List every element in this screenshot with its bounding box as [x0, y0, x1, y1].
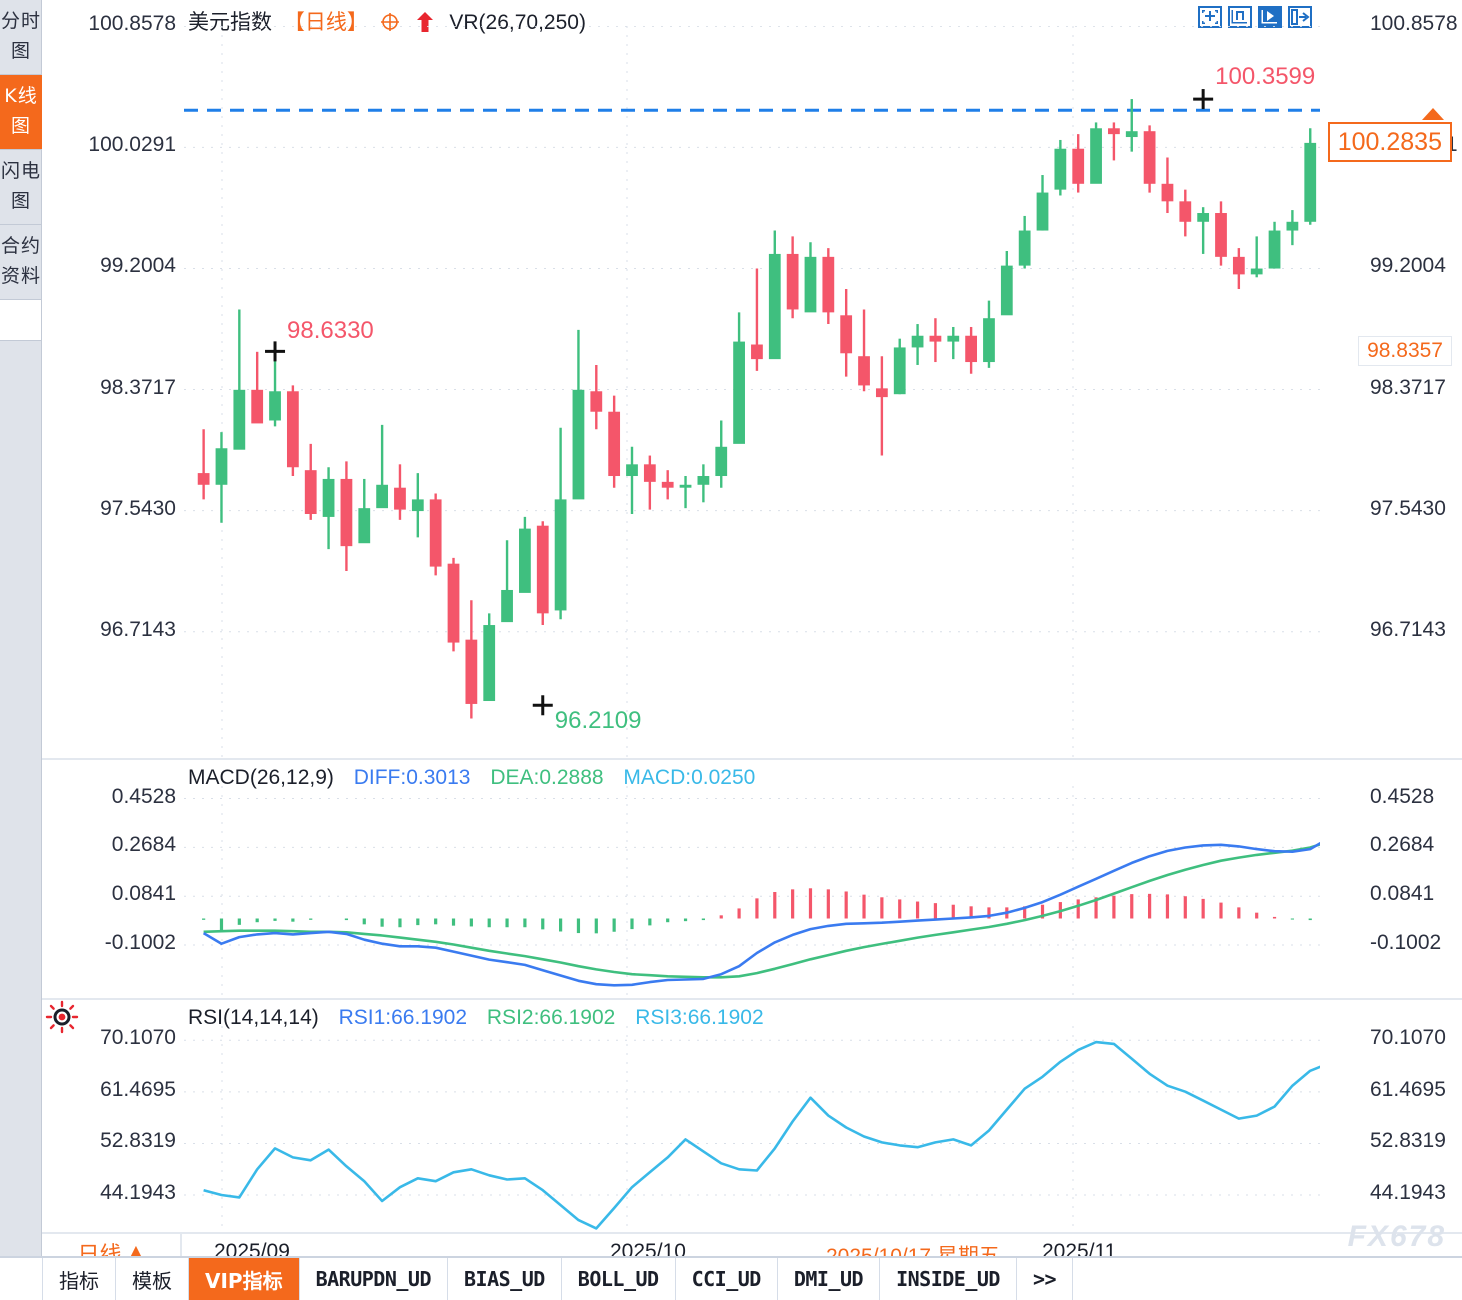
price-panel[interactable]	[42, 26, 1462, 758]
rsiAxisR-tick: 70.1070	[1370, 1026, 1446, 1050]
toolbar-lead-spacer	[0, 1258, 43, 1300]
rsi3-legend: RSI3:66.1902	[635, 1006, 764, 1029]
rail-blank-area	[0, 300, 41, 341]
up-arrow-icon[interactable]	[416, 11, 434, 33]
toolbar-item-label: INSIDE_UD	[896, 1267, 1000, 1291]
chart-area: 美元指数 【日线】 VR(26,70,250)	[42, 0, 1462, 1258]
macd-plot[interactable]	[184, 786, 1320, 998]
page-title: 美元指数	[188, 11, 272, 34]
toolbar-item-inside_ud[interactable]: INSIDE_UD	[880, 1258, 1017, 1300]
rsiAxisR-tick: 52.8319	[1370, 1129, 1446, 1153]
macdAxisR-tick: 0.4528	[1370, 784, 1435, 808]
sidebar-item-contract-info[interactable]: 合约资料	[0, 225, 42, 300]
rsi-title: RSI(14,14,14)	[188, 1006, 319, 1029]
toolbar-item-label: BOLL_UD	[577, 1267, 659, 1291]
toolbar-item-label: DMI_UD	[793, 1267, 864, 1291]
toolbar-item-label: 指标	[59, 1268, 99, 1293]
chart-tools	[1198, 6, 1312, 28]
toolbar-item-bias_ud[interactable]: BIAS_UD	[448, 1258, 562, 1300]
rsiAxisL-tick: 44.1943	[100, 1181, 176, 1204]
toolbar-item-label: CCI_UD	[691, 1267, 762, 1291]
draw-tool-icon[interactable]	[1258, 6, 1282, 28]
price-tag-arrow-icon	[1422, 108, 1444, 120]
priceAxisL-tick: 99.2004	[100, 254, 176, 278]
indicator-toolbar: 指标 模板 VIP指标 BARUPDN_UD BIAS_UD BOLL_UD CCI_UD D…	[0, 1256, 1462, 1300]
priceAxisR-tick: 98.3717	[1370, 375, 1446, 399]
macdAxisR-tick: 0.0841	[1370, 882, 1435, 906]
rsiAxisR-tick: 44.1943	[1370, 1181, 1446, 1204]
annotation-local-high: 98.6330	[287, 317, 374, 345]
sidebar-item-kline[interactable]: K线图	[0, 75, 42, 150]
toolbar-item-[interactable]: 指标	[43, 1258, 116, 1300]
price-plot[interactable]	[184, 26, 1320, 758]
chart-header: 美元指数 【日线】 VR(26,70,250)	[188, 6, 586, 36]
rsiAxisL-tick: 61.4695	[100, 1077, 176, 1101]
rsi-plot[interactable]	[184, 1026, 1320, 1232]
annotation-high: 100.3599	[1215, 63, 1316, 91]
toolbar-item-dmi_ud[interactable]: DMI_UD	[778, 1258, 881, 1300]
macdAxisL-tick: -0.1002	[104, 931, 176, 955]
toolbar-item-vip[interactable]: VIP指标	[189, 1258, 300, 1300]
sidebar-item-timeline[interactable]: 分时图	[0, 0, 42, 75]
toolbar-item-label: 模板	[132, 1268, 172, 1293]
priceAxisL-tick: 96.7143	[100, 617, 176, 641]
rsiAxisL-tick: 52.8319	[100, 1129, 176, 1153]
rsi-panel[interactable]	[42, 1026, 1462, 1232]
toolbar-item-label: BIAS_UD	[464, 1267, 545, 1291]
annotation-low: 96.2109	[554, 707, 642, 735]
macdAxisL-tick: 0.0841	[111, 882, 176, 906]
view-mode-rail: 分时图 K线图 闪电图 合约资料	[0, 0, 42, 1258]
priceAxisR-tick: 96.7143	[1370, 617, 1446, 641]
toolbar-spacer	[1073, 1258, 1462, 1300]
macd-title: MACD(26,12,9)	[188, 766, 334, 789]
priceAxisL-tick: 100.0291	[88, 133, 176, 157]
macd-header: MACD(26,12,9) DIFF:0.3013 DEA:0.2888 MAC…	[188, 766, 755, 790]
priceAxisL-tick: 100.8578	[88, 12, 176, 36]
measure-tool-icon[interactable]	[1228, 6, 1252, 28]
macdAxisL-tick: 0.4528	[111, 784, 176, 808]
toolbar-item-barupdn_ud[interactable]: BARUPDN_UD	[300, 1258, 448, 1300]
macd-value-legend: MACD:0.0250	[623, 766, 756, 789]
sidebar-item-contract-info-label: 合约资料	[0, 235, 41, 287]
macd-diff-legend: DIFF:0.3013	[353, 766, 471, 789]
toolbar-item-boll_ud[interactable]: BOLL_UD	[562, 1258, 676, 1300]
sidebar-item-lightning[interactable]: 闪电图	[0, 150, 42, 225]
panel-divider-1	[42, 758, 1462, 760]
watermark: FX678	[1347, 1220, 1446, 1253]
priceAxisR-tick: 99.2004	[1370, 254, 1446, 278]
alert-sun-icon[interactable]	[44, 1000, 80, 1034]
priceAxisL-tick: 97.5430	[100, 496, 176, 520]
sidebar-item-lightning-label: 闪电图	[0, 160, 41, 212]
macd-dea-legend: DEA:0.2888	[490, 766, 604, 789]
export-tool-icon[interactable]	[1288, 6, 1312, 28]
crosshair-icon[interactable]	[380, 12, 400, 32]
toolbar-item-cci_ud[interactable]: CCI_UD	[676, 1258, 778, 1300]
move-tool-icon[interactable]	[1198, 6, 1222, 28]
indicator-label: VR(26,70,250)	[449, 11, 586, 34]
rsiAxisL-tick: 70.1070	[100, 1026, 176, 1050]
sidebar-item-kline-label: K线图	[4, 85, 38, 137]
secondary-price-tag[interactable]: 98.8357	[1358, 336, 1452, 366]
macdAxisL-tick: 0.2684	[111, 833, 176, 857]
macd-panel[interactable]	[42, 786, 1462, 998]
rsi2-legend: RSI2:66.1902	[486, 1006, 616, 1029]
toolbar-item-label: VIP指标	[205, 1268, 283, 1293]
current-price-tag[interactable]: 100.2835	[1327, 122, 1452, 162]
rsi1-legend: RSI1:66.1902	[338, 1006, 468, 1029]
toolbar-item-label: BARUPDN_UD	[315, 1267, 432, 1291]
toolbar-item-label: >>	[1032, 1267, 1057, 1291]
rsiAxisR-tick: 61.4695	[1370, 1077, 1446, 1101]
toolbar-item-[interactable]: >>	[1017, 1258, 1074, 1300]
period-label: 【日线】	[283, 11, 368, 34]
rsi-header: RSI(14,14,14) RSI1:66.1902 RSI2:66.1902 …	[188, 1006, 764, 1030]
priceAxisL-tick: 98.3717	[100, 375, 176, 399]
toolbar-item-[interactable]: 模板	[116, 1258, 189, 1300]
priceAxisR-tick: 97.5430	[1370, 496, 1446, 520]
macdAxisR-tick: 0.2684	[1370, 833, 1435, 857]
panel-divider-2	[42, 998, 1462, 1000]
sidebar-item-timeline-label: 分时图	[0, 10, 41, 62]
priceAxisR-tick: 100.8578	[1370, 12, 1458, 36]
macdAxisR-tick: -0.1002	[1370, 931, 1442, 955]
